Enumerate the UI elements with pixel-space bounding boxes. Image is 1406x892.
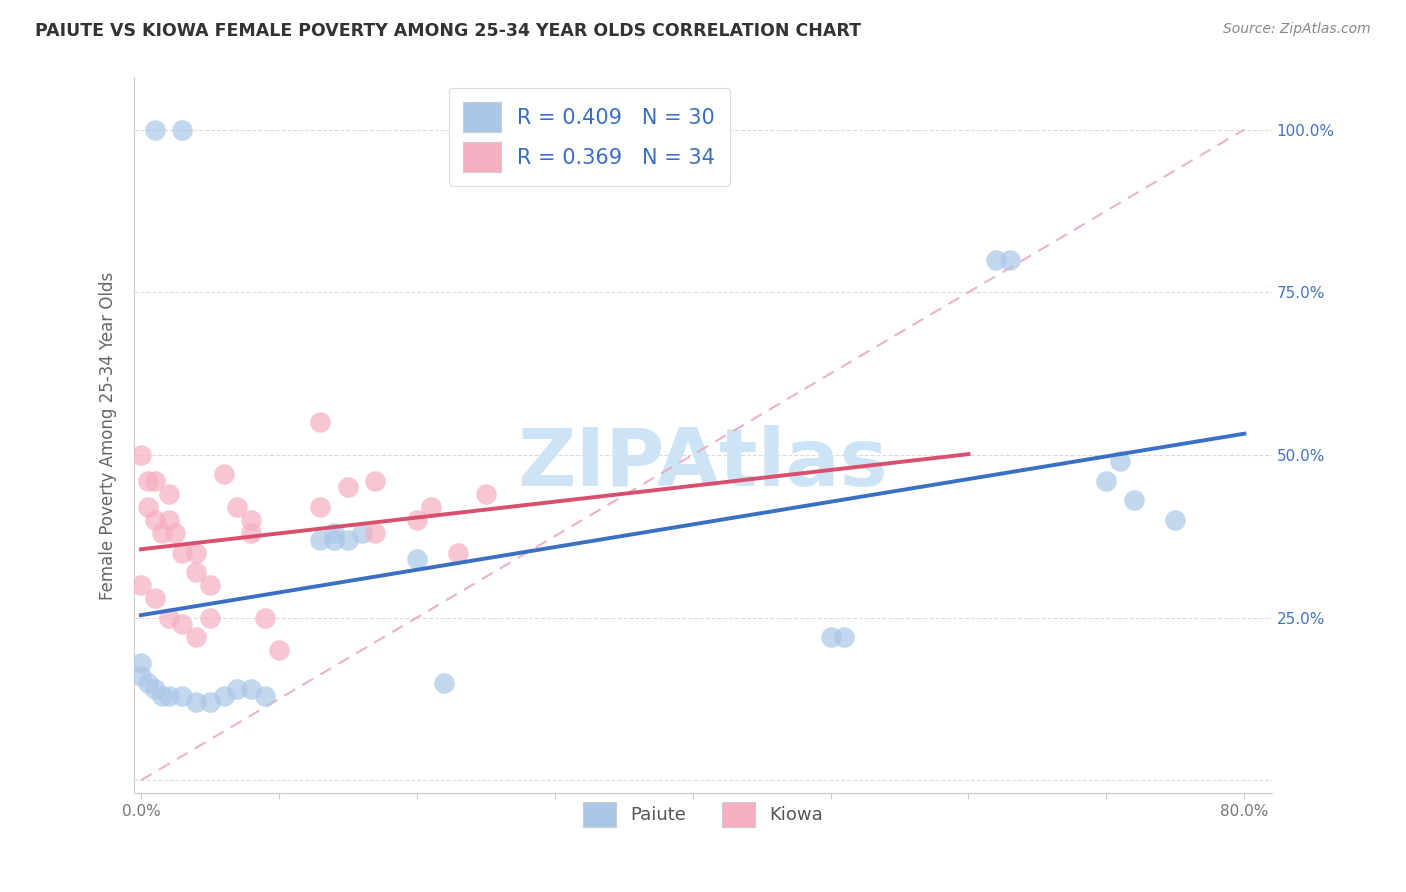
Point	[172, 617, 194, 632]
Point	[240, 526, 263, 541]
Point	[350, 526, 373, 541]
Point	[336, 480, 359, 494]
Point	[129, 578, 152, 592]
Point	[309, 416, 332, 430]
Point	[405, 552, 427, 566]
Point	[820, 630, 842, 644]
Point	[172, 545, 194, 559]
Point	[136, 474, 159, 488]
Point	[226, 500, 249, 514]
Point	[323, 533, 346, 547]
Point	[129, 656, 152, 670]
Point	[198, 695, 221, 709]
Point	[136, 500, 159, 514]
Point	[240, 513, 263, 527]
Point	[1095, 474, 1118, 488]
Point	[172, 122, 194, 136]
Point	[998, 252, 1021, 267]
Point	[129, 669, 152, 683]
Text: PAIUTE VS KIOWA FEMALE POVERTY AMONG 25-34 YEAR OLDS CORRELATION CHART: PAIUTE VS KIOWA FEMALE POVERTY AMONG 25-…	[35, 22, 860, 40]
Point	[309, 500, 332, 514]
Point	[1109, 454, 1132, 468]
Point	[433, 675, 456, 690]
Point	[240, 682, 263, 697]
Point	[419, 500, 441, 514]
Point	[136, 675, 159, 690]
Text: ZIPAtlas: ZIPAtlas	[517, 425, 889, 503]
Text: Source: ZipAtlas.com: Source: ZipAtlas.com	[1223, 22, 1371, 37]
Point	[150, 526, 173, 541]
Point	[405, 513, 427, 527]
Point	[198, 578, 221, 592]
Point	[150, 689, 173, 703]
Point	[184, 545, 207, 559]
Point	[198, 610, 221, 624]
Point	[309, 533, 332, 547]
Point	[184, 630, 207, 644]
Point	[143, 682, 166, 697]
Point	[143, 474, 166, 488]
Point	[143, 591, 166, 606]
Point	[212, 467, 235, 482]
Point	[165, 526, 187, 541]
Y-axis label: Female Poverty Among 25-34 Year Olds: Female Poverty Among 25-34 Year Olds	[100, 271, 117, 599]
Point	[474, 487, 496, 501]
Point	[364, 526, 387, 541]
Point	[447, 545, 470, 559]
Point	[157, 689, 180, 703]
Point	[226, 682, 249, 697]
Point	[254, 689, 277, 703]
Point	[1123, 493, 1146, 508]
Point	[143, 122, 166, 136]
Legend: Paiute, Kiowa: Paiute, Kiowa	[576, 795, 830, 834]
Point	[364, 474, 387, 488]
Point	[129, 448, 152, 462]
Point	[323, 526, 346, 541]
Point	[157, 487, 180, 501]
Point	[1164, 513, 1187, 527]
Point	[834, 630, 856, 644]
Point	[172, 689, 194, 703]
Point	[212, 689, 235, 703]
Point	[184, 565, 207, 579]
Point	[254, 610, 277, 624]
Point	[157, 610, 180, 624]
Point	[157, 513, 180, 527]
Point	[984, 252, 1007, 267]
Point	[184, 695, 207, 709]
Point	[267, 643, 290, 657]
Point	[143, 513, 166, 527]
Point	[336, 533, 359, 547]
